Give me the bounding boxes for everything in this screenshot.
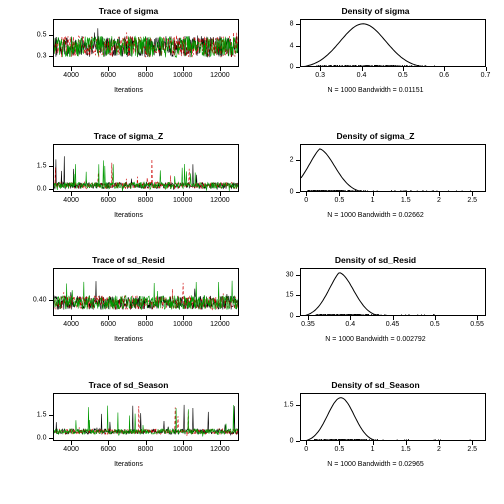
x-tick-label: 1.5 [401,446,411,453]
x-tick-label: 12000 [210,72,229,79]
panel-title: Trace of sigma [99,6,159,16]
x-tick-label: 2 [437,197,441,204]
panel-title: Density of sd_Resid [335,255,416,265]
x-axis-label: Iterations [114,461,143,468]
x-tick-label: 6000 [101,321,117,328]
x-tick-label: 10000 [173,446,192,453]
y-tick-label: 0 [266,313,294,320]
trace-panel: Trace of sigma 0.3 0.5 4000 6000 8000 10000 120… [6,4,251,127]
density-caption: N = 1000 Bandwidth = 0.02662 [327,212,424,219]
y-tick-label: 1.5 [266,401,294,408]
y-tick-label: 15 [266,292,294,299]
y-tick-label: 1.5 [19,412,47,419]
density-panel: Density of sd_Resid 0 15 30 0.35 0.4 0.45 0.5 0.… [253,253,498,376]
x-tick-label: 0 [304,446,308,453]
y-tick-label: 0.40 [19,297,47,304]
x-tick-label: 8000 [138,321,154,328]
x-axis-label: Iterations [114,87,143,94]
x-tick-label: 2.5 [467,197,477,204]
trace-panel: Trace of sd_Season 0.0 1.5 4000 6000 8000 1000… [6,378,251,501]
x-tick-label: 6000 [101,446,117,453]
panel-title: Trace of sd_Season [89,380,169,390]
y-tick-label: 4 [266,42,294,49]
y-tick-label: 0 [266,437,294,444]
trace-plot [53,144,239,192]
x-tick-label: 4000 [63,446,79,453]
x-tick-label: 4000 [63,197,79,204]
x-tick-label: 0.3 [315,72,325,79]
x-tick-label: 8000 [138,197,154,204]
x-tick-label: 4000 [63,72,79,79]
density-caption: N = 1000 Bandwidth = 0.02965 [327,461,424,468]
y-tick-label: 8 [266,21,294,28]
density-plot [300,19,486,67]
trace-plot [53,19,239,67]
x-tick-label: 6000 [101,197,117,204]
x-tick-label: 1 [371,197,375,204]
x-tick-label: 6000 [101,72,117,79]
y-tick-label: 0.0 [19,434,47,441]
trace-panel: Trace of sd_Resid 0.40 4000 6000 8000 10000 12… [6,253,251,376]
x-tick-label: 12000 [210,446,229,453]
panel-title: Density of sigma_Z [337,131,415,141]
y-tick-label: 0 [266,64,294,71]
y-tick-label: 2 [266,156,294,163]
panel-title: Density of sigma [341,6,409,16]
panel-title: Density of sd_Season [331,380,419,390]
x-tick-label: 8000 [138,72,154,79]
x-tick-label: 1.5 [401,197,411,204]
x-tick-label: 0.45 [386,321,400,328]
density-panel: Density of sd_Season 0 1.5 0 0.5 1 1.5 2 2.5 N = … [253,378,498,501]
density-panel: Density of sigma_Z 0 2 0 0.5 1 1.5 2 2.5 N = 1000… [253,129,498,252]
x-tick-label: 8000 [138,446,154,453]
density-plot [300,144,486,192]
x-tick-label: 10000 [173,197,192,204]
x-tick-label: 4000 [63,321,79,328]
x-axis-label: Iterations [114,212,143,219]
x-tick-label: 0.6 [439,72,449,79]
trace-panel: Trace of sigma_Z 0.0 1.5 4000 6000 8000 10000 1… [6,129,251,252]
y-tick-label: 0 [266,188,294,195]
x-tick-label: 1 [371,446,375,453]
x-tick-label: 0.5 [334,197,344,204]
x-tick-label: 0.4 [345,321,355,328]
x-tick-label: 0.7 [481,72,491,79]
x-tick-label: 12000 [210,197,229,204]
panel-title: Trace of sd_Resid [92,255,165,265]
density-plot [300,268,486,316]
density-plot [300,393,486,441]
x-tick-label: 0.4 [357,72,367,79]
x-tick-label: 0.5 [430,321,440,328]
x-tick-label: 0 [304,197,308,204]
x-tick-label: 2 [437,446,441,453]
x-tick-label: 0.5 [334,446,344,453]
trace-plot [53,268,239,316]
x-tick-label: 0.5 [398,72,408,79]
x-tick-label: 2.5 [467,446,477,453]
y-tick-label: 0.5 [19,32,47,39]
trace-plot [53,393,239,441]
x-tick-label: 12000 [210,321,229,328]
y-tick-label: 0.3 [19,53,47,60]
x-tick-label: 0.35 [301,321,315,328]
x-axis-label: Iterations [114,336,143,343]
panel-title: Trace of sigma_Z [94,131,163,141]
y-tick-label: 1.5 [19,163,47,170]
y-tick-label: 30 [266,271,294,278]
density-panel: Density of sigma 0 4 8 0.3 0.4 0.5 0.6 0.7 N = 10… [253,4,498,127]
x-tick-label: 10000 [173,72,192,79]
density-caption: N = 1000 Bandwidth = 0.002792 [325,336,425,343]
density-caption: N = 1000 Bandwidth = 0.01151 [327,87,423,94]
y-tick-label: 0.0 [19,185,47,192]
x-tick-label: 10000 [173,321,192,328]
x-tick-label: 0.55 [470,321,484,328]
